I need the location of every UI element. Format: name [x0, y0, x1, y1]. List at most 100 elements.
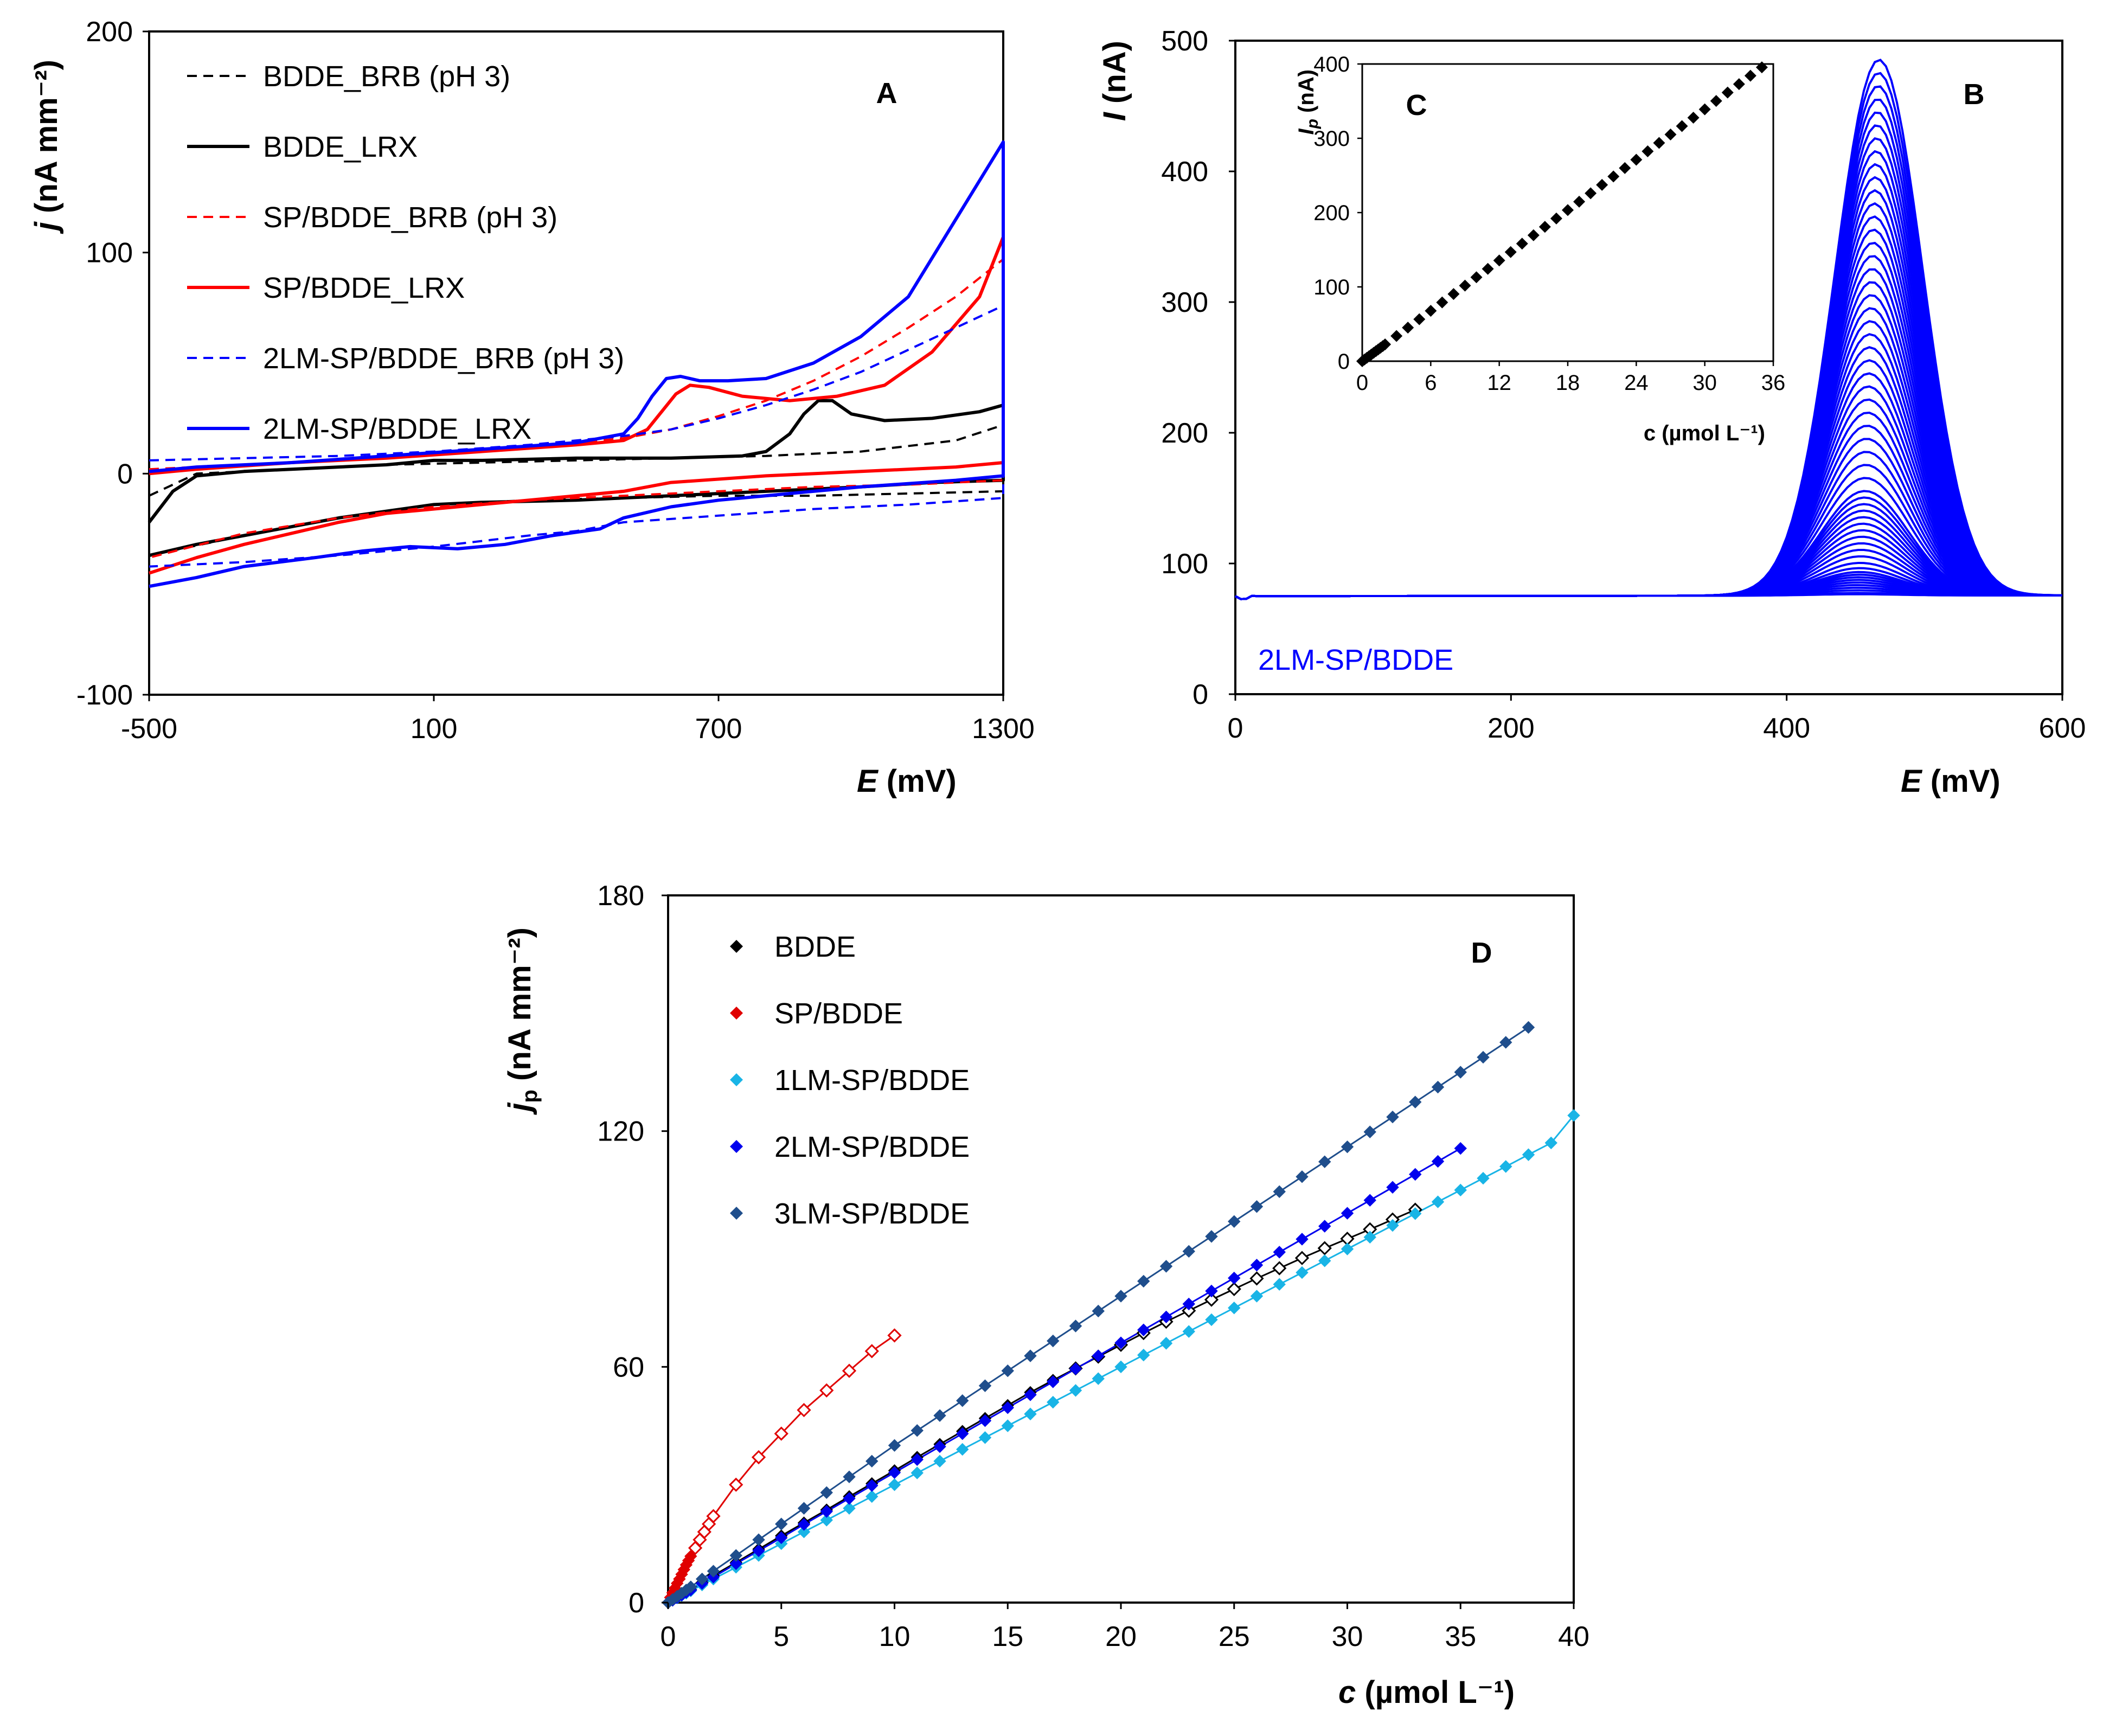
panel-d-point-3lm-sp-bdde-26 — [1137, 1274, 1150, 1288]
panel-d-point-2lm-sp-bdde-34 — [1318, 1220, 1331, 1233]
panel-c-label: C — [1406, 89, 1427, 121]
panel-d-point-3lm-sp-bdde-23 — [1069, 1319, 1082, 1333]
panel-a-x-unit: (mV) — [878, 764, 957, 799]
panel-d-point-3lm-sp-bdde-19 — [978, 1379, 992, 1392]
panel-d-point-3lm-sp-bdde-34 — [1318, 1155, 1331, 1168]
panel-b-x-tick-label-2: 400 — [1763, 713, 1810, 744]
panel-d-point-3lm-sp-bdde-24 — [1092, 1304, 1105, 1318]
panel-d-point-2lm-sp-bdde-20 — [1001, 1401, 1014, 1414]
panel-a-legend-label-2lm-sp-bdde-lrx: 2LM-SP/BDDE_LRX — [263, 413, 531, 445]
panel-a-legend-label-sp-bdde-lrx: SP/BDDE_LRX — [263, 272, 465, 304]
panel-d-legend-label-2lm-sp-bdde: 2LM-SP/BDDE — [774, 1131, 970, 1163]
panel-c-point-42 — [1744, 69, 1756, 82]
panel-c-point-41 — [1733, 78, 1745, 91]
panel-d-point-3lm-sp-bdde-39 — [1431, 1080, 1445, 1094]
panel-d-point-2lm-sp-bdde-36 — [1363, 1194, 1376, 1207]
panel-c-point-17 — [1459, 279, 1471, 292]
panel-b-y-tick-label-1: 100 — [1161, 548, 1208, 580]
panel-c-x-tick-label-1: 6 — [1425, 371, 1437, 395]
panel-d-point-1lm-sp-bdde-34 — [1318, 1254, 1331, 1267]
panel-a-y-unit: (nA mm⁻²) — [29, 60, 64, 222]
panel-d-point-1lm-sp-bdde-30 — [1228, 1301, 1241, 1315]
panel-d-point-3lm-sp-bdde-20 — [1001, 1364, 1014, 1378]
panel-d-point-2lm-sp-bdde-11 — [797, 1518, 811, 1531]
panel-a-x-axis-title: E (mV) — [857, 764, 957, 799]
panel-d-point-sp-bdde-17 — [751, 1450, 766, 1465]
panel-d-point-2lm-sp-bdde-40 — [1454, 1142, 1467, 1155]
panel-d-x-tick-label-0: 0 — [661, 1621, 676, 1652]
panel-a-label: A — [876, 77, 897, 110]
panel-c-point-36 — [1676, 120, 1688, 132]
panel-d-point-1lm-sp-bdde-13 — [843, 1502, 856, 1515]
panel-d-point-3lm-sp-bdde-35 — [1341, 1140, 1354, 1154]
panel-d-point-1lm-sp-bdde-23 — [1069, 1384, 1082, 1397]
panel-d-point-3lm-sp-bdde-27 — [1159, 1260, 1173, 1273]
panel-d-legend-label-sp-bdde: SP/BDDE — [774, 997, 903, 1030]
panel-b-electrode-annotation: 2LM-SP/BDDE — [1258, 644, 1453, 676]
panel-d-point-sp-bdde-18 — [774, 1426, 788, 1441]
panel-b-y-axis-title: I (nA) — [1097, 41, 1132, 121]
panel-d-point-2lm-sp-bdde-29 — [1205, 1284, 1218, 1298]
panel-a-series-group — [148, 140, 1005, 588]
panel-d-point-3lm-sp-bdde-17 — [933, 1409, 946, 1422]
panel-d-point-1lm-sp-bdde-39 — [1431, 1195, 1445, 1208]
panel-d-point-1lm-sp-bdde-19 — [978, 1431, 992, 1444]
panel-d-x-tick-label-3: 15 — [992, 1621, 1023, 1652]
panel-d-point-3lm-sp-bdde-16 — [911, 1424, 924, 1437]
panel-d-point-3lm-sp-bdde-8 — [729, 1549, 742, 1562]
panel-d-point-3lm-sp-bdde-31 — [1250, 1200, 1264, 1213]
panel-d-point-2lm-sp-bdde-39 — [1431, 1155, 1445, 1168]
panel-b-x-tick-label-3: 600 — [2039, 713, 2086, 744]
panel-d-point-1lm-sp-bdde-31 — [1250, 1290, 1264, 1303]
panel-d-point-bdde-29 — [1204, 1292, 1219, 1307]
panel-d-point-2lm-sp-bdde-8 — [729, 1557, 742, 1570]
panel-c-point-15 — [1436, 296, 1448, 309]
panel-d-point-3lm-sp-bdde-15 — [888, 1439, 901, 1452]
panel-d-point-1lm-sp-bdde-17 — [933, 1455, 946, 1468]
panel-d-point-3lm-sp-bdde-6 — [695, 1572, 709, 1586]
panel-d-y-tick-label-3: 180 — [597, 880, 644, 912]
panel-c-x-tick-label-6: 36 — [1761, 371, 1786, 395]
panel-d-point-1lm-sp-bdde-29 — [1205, 1313, 1218, 1327]
panel-b-x-unit: (mV) — [1922, 764, 2001, 799]
panel-d-point-2lm-sp-bdde-30 — [1228, 1271, 1241, 1285]
panel-a-y-tick-label-2: 100 — [86, 238, 133, 269]
panel-d-point-3lm-sp-bdde-5 — [684, 1580, 697, 1593]
panel-b-y-unit: (nA) — [1097, 41, 1132, 112]
panel-d-point-1lm-sp-bdde-28 — [1182, 1325, 1195, 1338]
panel-c-point-38 — [1698, 103, 1711, 116]
panel-d-point-1lm-sp-bdde-20 — [1001, 1419, 1014, 1432]
panel-c-point-27 — [1573, 195, 1586, 208]
panel-c-point-13 — [1413, 313, 1426, 325]
panel-c-y-tick-label-1: 100 — [1313, 276, 1350, 299]
panel-d-point-2lm-sp-bdde-10 — [775, 1531, 788, 1545]
panel-d-point-2lm-sp-bdde-19 — [978, 1414, 992, 1427]
panel-d-point-1lm-sp-bdde-25 — [1114, 1360, 1127, 1374]
panel-d-point-2lm-sp-bdde-12 — [820, 1505, 833, 1518]
panel-c-x-tick-label-3: 18 — [1556, 371, 1580, 395]
panel-c-ticks: 0 6 12 18 24 30 36 0 100 200 300 400 — [1313, 53, 1785, 395]
panel-d-point-bdde-32 — [1272, 1261, 1287, 1276]
panel-d-point-1lm-sp-bdde-21 — [1024, 1407, 1037, 1420]
panel-d-point-2lm-sp-bdde-21 — [1024, 1388, 1037, 1401]
panel-d-x-unit: (µmol L⁻¹) — [1356, 1675, 1515, 1710]
panel-d-legend-label-bdde: BDDE — [774, 931, 856, 963]
panel-c-point-25 — [1550, 212, 1562, 225]
panel-c-point-18 — [1470, 271, 1483, 284]
panel-d-y-tick-label-0: 0 — [629, 1587, 644, 1619]
panel-a-y-tick-label-3: 200 — [86, 16, 133, 48]
panel-b-x-var: E — [1901, 764, 1923, 799]
panel-a-chart: -500 100 700 1300 -100 0 100 200 BDDE_BRB (pH 3… — [29, 16, 1035, 799]
panel-c-point-19 — [1482, 262, 1494, 275]
panel-b-y-tick-label-3: 300 — [1161, 287, 1208, 318]
panel-b-series-group — [1235, 59, 2063, 600]
panel-d-point-2lm-sp-bdde-9 — [752, 1544, 765, 1558]
panel-c-y-tick-label-4: 400 — [1313, 53, 1350, 76]
panel-d-point-2lm-sp-bdde-33 — [1296, 1233, 1309, 1246]
panel-d-point-3lm-sp-bdde-25 — [1114, 1290, 1127, 1303]
panel-a-series-2lm-sp-bdde-lrx — [149, 140, 1005, 588]
panel-d-point-1lm-sp-bdde-40 — [1454, 1183, 1467, 1197]
panel-d-x-tick-label-2: 10 — [879, 1621, 911, 1652]
panel-d-x-tick-label-8: 40 — [1558, 1621, 1589, 1652]
